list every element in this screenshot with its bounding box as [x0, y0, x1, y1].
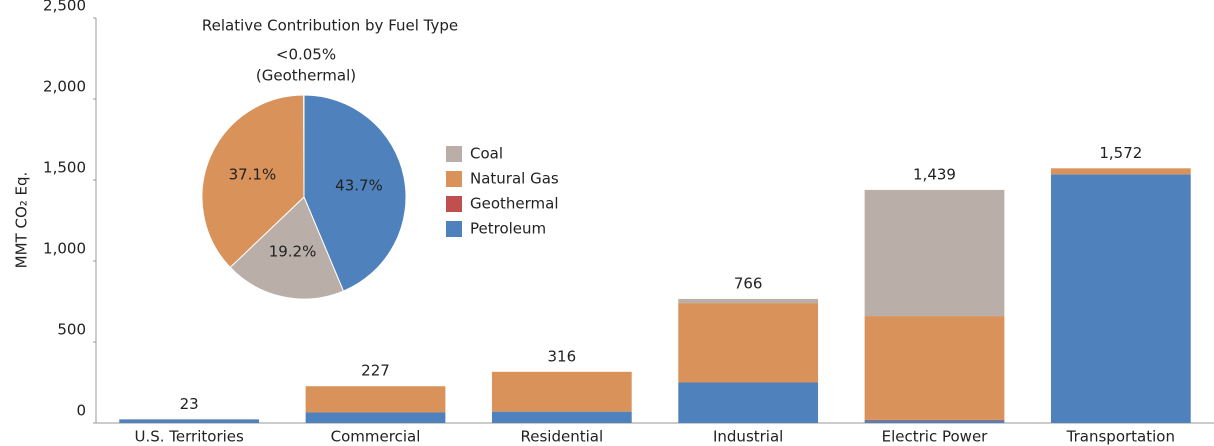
x-tick-label: Residential	[521, 428, 604, 446]
x-tick-label: Commercial	[331, 428, 421, 446]
y-axis-label: MMT CO₂ Eq.	[13, 172, 31, 269]
pie-slice	[303, 94, 407, 292]
total-label: 23	[180, 395, 199, 413]
pie-value-label: 43.7%	[335, 176, 383, 194]
bar-segment	[864, 420, 1005, 423]
pie-value-label: 19.2%	[269, 242, 317, 260]
y-tick-label: 2,500	[43, 0, 86, 15]
pie-value-label: <0.05%	[276, 46, 336, 64]
pie-annotation: (Geothermal)	[256, 67, 356, 85]
legend-swatch	[446, 171, 462, 187]
pie-slice	[201, 94, 305, 269]
y-tick-label: 1,500	[43, 159, 86, 177]
bar-segment	[305, 412, 446, 423]
pie-title: Relative Contribution by Fuel Type	[202, 17, 458, 35]
bar-segment	[305, 386, 446, 413]
pie-slice	[229, 196, 345, 300]
bar-segment	[678, 303, 819, 383]
bar-segment	[491, 411, 632, 423]
x-tick-label: Industrial	[713, 428, 783, 446]
pie-value-label: 37.1%	[229, 165, 277, 183]
total-label: 1,572	[1099, 144, 1142, 162]
total-label: 316	[548, 347, 577, 365]
x-tick-label: Electric Power	[882, 428, 989, 446]
legend-swatch	[446, 146, 462, 162]
bar-segment	[1050, 168, 1191, 175]
bar-segment	[119, 419, 260, 423]
legend-swatch	[446, 221, 462, 237]
bar-segment	[1050, 174, 1191, 423]
legend-label: Geothermal	[470, 195, 559, 213]
bar-segment	[864, 316, 1005, 420]
total-label: 766	[734, 274, 763, 292]
bar-segment	[678, 382, 819, 423]
legend-label: Natural Gas	[470, 170, 559, 188]
legend-swatch	[446, 196, 462, 212]
y-tick-label: 0	[76, 402, 86, 420]
x-tick-label: Transportation	[1066, 428, 1175, 446]
bar-segment	[491, 371, 632, 412]
y-tick-label: 1,000	[43, 240, 86, 258]
bar-segment	[864, 419, 1005, 421]
bar-segment	[864, 189, 1005, 317]
x-tick-label: U.S. Territories	[135, 428, 245, 446]
total-label: 1,439	[913, 165, 956, 183]
total-label: 227	[361, 362, 390, 380]
bar-segment	[678, 298, 819, 304]
y-tick-label: 500	[57, 321, 86, 339]
y-tick-label: 2,000	[43, 78, 86, 96]
legend-label: Petroleum	[470, 220, 546, 238]
legend-label: Coal	[470, 145, 503, 163]
